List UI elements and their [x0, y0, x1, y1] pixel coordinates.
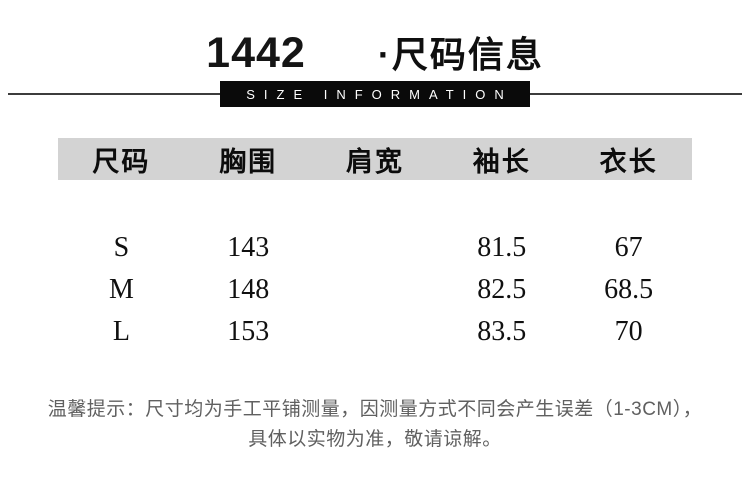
col-header-sleeve: 袖长: [472, 146, 531, 177]
cell-size: S: [113, 232, 130, 263]
cell-length: 67: [614, 232, 643, 263]
col-header-size: 尺码: [92, 146, 151, 177]
cell-size: M: [108, 274, 134, 305]
cell-sleeve: 81.5: [477, 232, 527, 263]
cell-length: 70: [614, 316, 643, 347]
size-information-banner: SIZE INFORMATION: [220, 81, 530, 107]
cell-chest: 148: [227, 274, 270, 305]
table-row: L 153 83.5 70: [58, 311, 692, 353]
cell-size: L: [112, 316, 130, 347]
col-header-shoulder: 肩宽: [345, 146, 404, 177]
disclaimer-line-1: 温馨提示：尺寸均为手工平铺测量，因测量方式不同会产生误差（1-3CM），: [47, 399, 703, 420]
table-header-row: 尺码 胸围 肩宽 袖长 衣长: [58, 138, 692, 180]
cell-chest: 143: [227, 232, 270, 263]
table-body: S 143 81.5 67 M 148 82.5 68.5 L 153 83.5…: [58, 227, 692, 353]
cell-length: 68.5: [604, 274, 654, 305]
disclaimer: 温馨提示：尺寸均为手工平铺测量，因测量方式不同会产生误差（1-3CM）， 具体以…: [0, 395, 750, 455]
col-header-chest: 胸围: [219, 146, 278, 177]
style-number: 1442: [206, 29, 306, 77]
page-title: 1442 ·尺码信息: [0, 0, 750, 77]
table-row: S 143 81.5 67: [58, 227, 692, 269]
cell-chest: 153: [227, 316, 270, 347]
cell-sleeve: 82.5: [477, 274, 527, 305]
table-row: M 148 82.5 68.5: [58, 269, 692, 311]
banner-section: SIZE INFORMATION: [0, 81, 750, 107]
cell-sleeve: 83.5: [477, 316, 527, 347]
col-header-length: 衣长: [599, 146, 658, 177]
size-info-title: ·尺码信息: [377, 34, 544, 75]
disclaimer-line-2: 具体以实物为准，敬请谅解。: [248, 429, 502, 450]
size-table: 尺码 胸围 肩宽 袖长 衣长 S 143 81.5 67 M 148 82.5 …: [58, 138, 692, 353]
